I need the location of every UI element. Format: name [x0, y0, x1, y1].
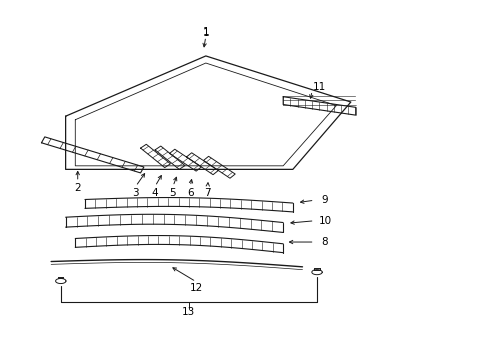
Text: 6: 6 — [186, 189, 193, 198]
Text: 13: 13 — [182, 307, 195, 317]
Text: 12: 12 — [189, 283, 203, 293]
Text: 1: 1 — [202, 27, 209, 37]
Text: 11: 11 — [312, 82, 325, 92]
Text: 3: 3 — [132, 189, 139, 198]
Text: 10: 10 — [319, 216, 332, 226]
Text: 8: 8 — [320, 237, 327, 247]
Text: 1: 1 — [202, 28, 209, 38]
Text: 9: 9 — [320, 195, 327, 205]
Text: 5: 5 — [169, 189, 176, 198]
Text: 2: 2 — [74, 183, 81, 193]
Text: 4: 4 — [151, 189, 158, 198]
Text: 7: 7 — [204, 189, 211, 198]
